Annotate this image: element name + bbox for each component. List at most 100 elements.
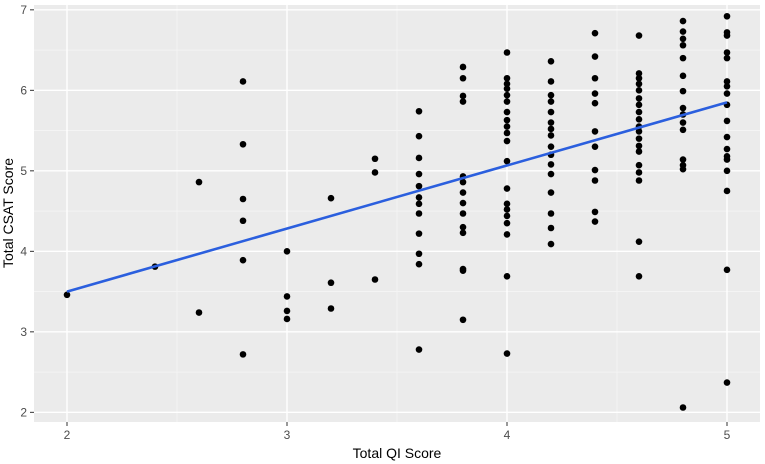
data-point <box>503 212 511 220</box>
data-point <box>591 166 599 174</box>
data-point <box>635 87 643 94</box>
data-point <box>547 210 555 217</box>
data-point <box>679 156 687 163</box>
data-point <box>635 116 643 123</box>
data-point <box>415 250 423 258</box>
data-point <box>503 129 511 137</box>
data-point <box>503 185 511 192</box>
data-point <box>635 148 643 155</box>
data-point <box>283 248 291 255</box>
data-point <box>327 194 335 202</box>
data-point <box>679 126 687 134</box>
data-point <box>723 90 731 97</box>
data-point <box>723 32 731 39</box>
data-point <box>371 169 379 176</box>
data-point <box>503 91 511 99</box>
data-point <box>547 170 555 178</box>
data-point <box>459 199 467 207</box>
x-tick-label: 5 <box>724 428 731 442</box>
data-point <box>503 350 511 357</box>
data-point <box>679 404 687 411</box>
data-point <box>635 108 643 116</box>
data-point <box>591 128 599 135</box>
data-point <box>239 78 247 85</box>
data-point <box>415 182 423 190</box>
data-point <box>547 108 555 116</box>
data-point <box>547 240 555 248</box>
data-point <box>591 208 599 216</box>
data-point <box>723 83 731 90</box>
data-point <box>371 276 379 283</box>
data-point <box>239 351 247 358</box>
data-point <box>503 157 511 165</box>
data-point <box>591 74 599 82</box>
y-tick-label: 6 <box>20 83 27 97</box>
data-point <box>239 140 247 148</box>
data-point <box>415 194 423 201</box>
regression-line <box>66 101 728 293</box>
data-point <box>503 272 511 280</box>
data-point <box>459 210 467 217</box>
data-point <box>635 128 643 135</box>
data-point <box>679 87 687 95</box>
data-point <box>459 74 467 82</box>
data-point <box>635 101 643 109</box>
data-point <box>547 91 555 99</box>
y-tick-label: 3 <box>20 325 27 339</box>
data-point <box>547 143 555 150</box>
data-point <box>503 49 511 56</box>
data-point <box>503 85 511 93</box>
data-point <box>459 267 467 274</box>
data-point <box>635 272 643 280</box>
data-point <box>679 28 687 35</box>
data-point <box>723 266 731 274</box>
data-point <box>679 41 687 49</box>
data-point <box>415 107 423 115</box>
data-point <box>503 108 511 116</box>
data-point <box>547 161 555 168</box>
x-tick-label: 2 <box>64 428 71 442</box>
data-point <box>503 231 511 238</box>
data-point <box>239 217 247 225</box>
data-point <box>723 12 731 20</box>
data-point <box>591 53 599 60</box>
data-point <box>679 119 687 126</box>
data-point <box>635 238 643 245</box>
data-point <box>459 316 467 324</box>
data-point <box>723 133 731 141</box>
data-point <box>679 54 687 62</box>
data-point <box>415 230 423 237</box>
data-point <box>635 80 643 88</box>
data-point <box>635 32 643 39</box>
data-point <box>547 125 555 133</box>
data-point <box>195 309 203 316</box>
y-axis-ticks: 2 3 4 5 6 7 <box>20 3 34 419</box>
data-point <box>723 54 731 62</box>
data-point <box>503 116 511 124</box>
data-point <box>63 291 71 299</box>
data-point <box>591 90 599 97</box>
data-point <box>591 218 599 225</box>
data-point <box>723 187 731 195</box>
data-point <box>635 142 643 150</box>
data-point <box>547 98 555 105</box>
data-point <box>283 293 291 300</box>
data-point <box>679 17 687 25</box>
data-point <box>635 177 643 184</box>
x-tick-label: 4 <box>504 428 511 442</box>
data-point <box>547 189 555 196</box>
data-point <box>679 72 687 80</box>
data-point <box>415 260 423 268</box>
data-point <box>679 165 687 173</box>
data-point <box>547 58 555 65</box>
data-point <box>591 143 599 150</box>
data-point <box>547 78 555 85</box>
data-point <box>723 379 731 386</box>
data-point <box>547 119 555 126</box>
data-point <box>503 74 511 82</box>
x-axis-ticks: 2 3 4 5 <box>64 422 731 442</box>
data-point <box>415 210 423 217</box>
data-point <box>415 200 423 208</box>
data-point <box>503 137 511 145</box>
